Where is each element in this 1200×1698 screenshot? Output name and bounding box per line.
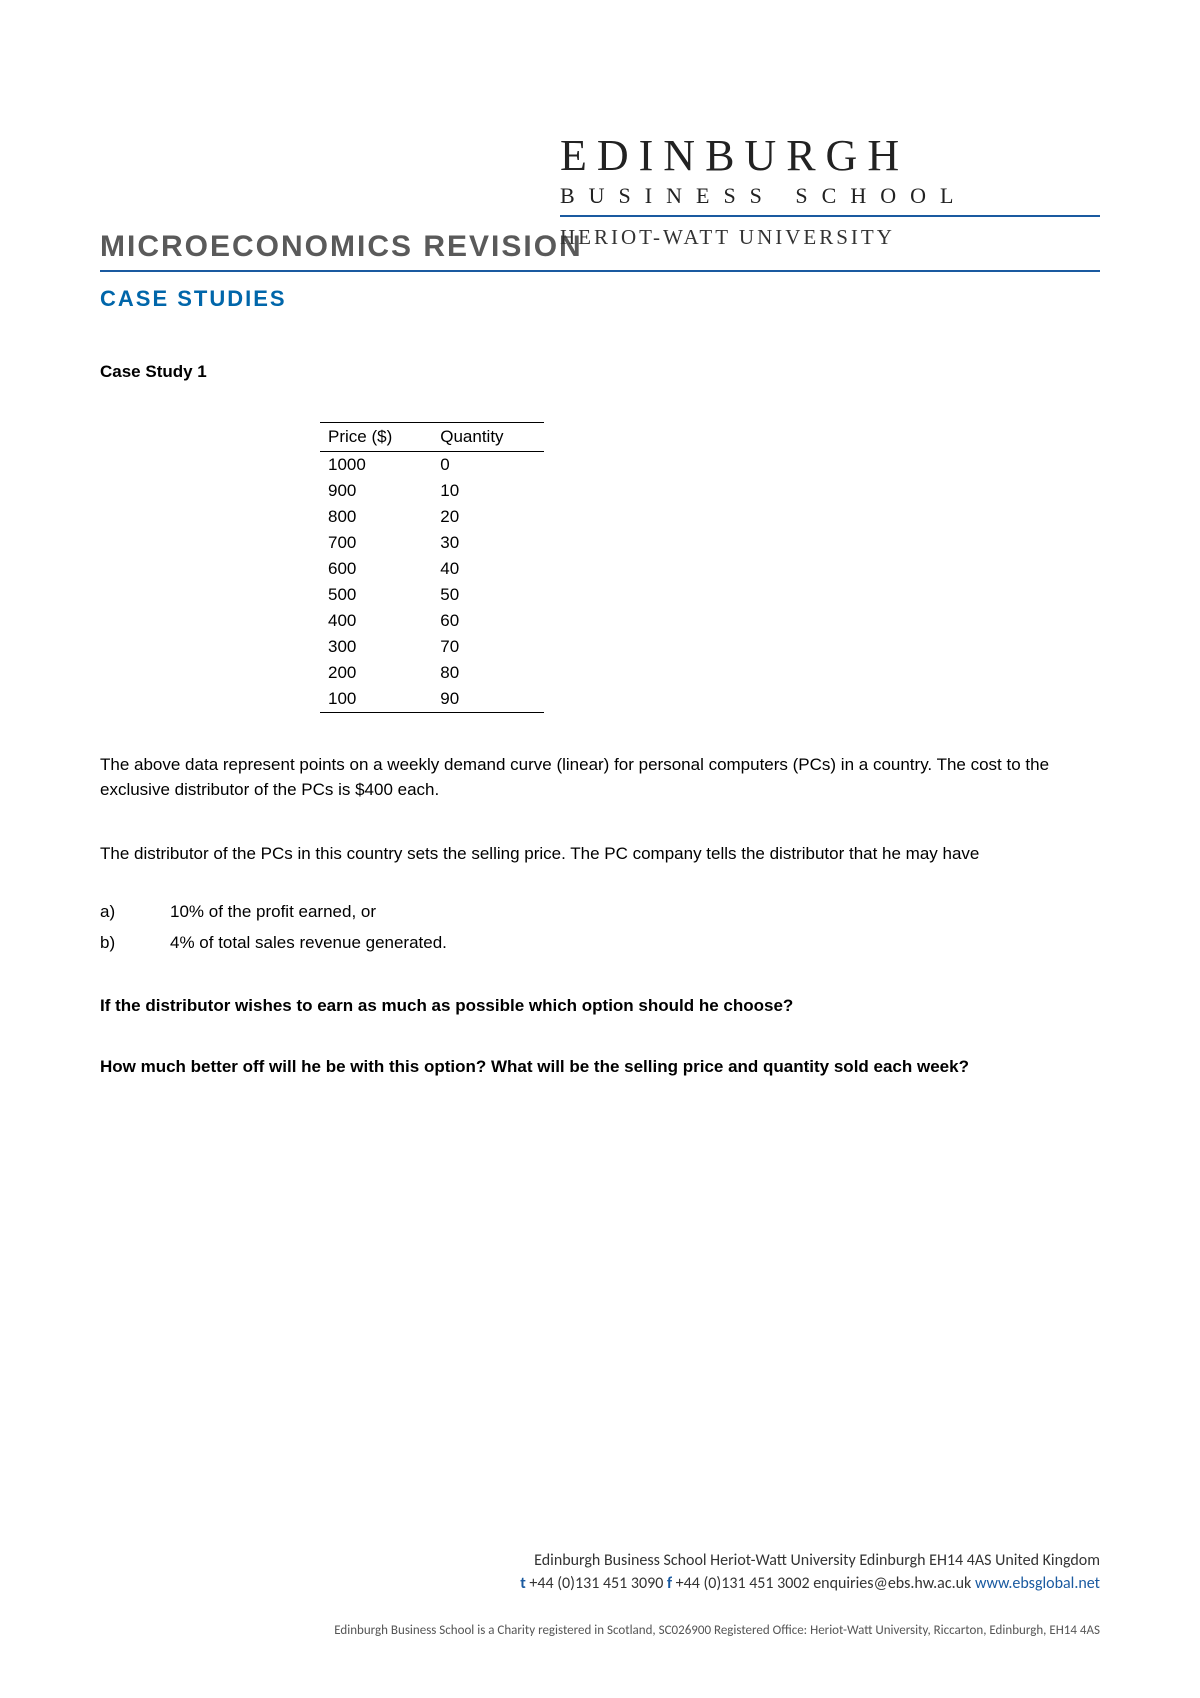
footer-web: www.ebsglobal.net	[975, 1574, 1100, 1593]
col-price: Price ($)	[320, 423, 432, 452]
table-row: 30070	[320, 634, 544, 660]
question-1: If the distributor wishes to earn as muc…	[100, 994, 1100, 1019]
table-row: 10000	[320, 452, 544, 479]
demand-table: Price ($) Quantity 10000 90010 80020 700…	[320, 422, 544, 713]
table-row: 50050	[320, 582, 544, 608]
paragraph-1: The above data represent points on a wee…	[100, 753, 1100, 802]
footer-address: Edinburgh Business School Heriot-Watt Un…	[100, 1551, 1100, 1570]
table-header-row: Price ($) Quantity	[320, 423, 544, 452]
table-row: 10090	[320, 686, 544, 713]
col-quantity: Quantity	[432, 423, 543, 452]
table-row: 90010	[320, 478, 544, 504]
option-b: b) 4% of total sales revenue generated.	[100, 928, 1100, 959]
table-row: 40060	[320, 608, 544, 634]
question-2: How much better off will he be with this…	[100, 1055, 1100, 1080]
footer-contact: t +44 (0)131 451 3090 f +44 (0)131 451 3…	[100, 1574, 1100, 1593]
logo-line-3: HERIOT-WATT UNIVERSITY	[560, 225, 1100, 250]
option-b-text: 4% of total sales revenue generated.	[170, 928, 447, 959]
table-body: 10000 90010 80020 70030 60040 50050 4006…	[320, 452, 544, 713]
footer-charity: Edinburgh Business School is a Charity r…	[100, 1623, 1100, 1638]
paragraph-2: The distributor of the PCs in this count…	[100, 842, 1100, 867]
option-a: a) 10% of the profit earned, or	[100, 897, 1100, 928]
logo-line-2: BUSINESS SCHOOL	[560, 183, 1100, 217]
table-row: 70030	[320, 530, 544, 556]
tel-number: +44 (0)131 451 3090	[526, 1574, 667, 1593]
options-list: a) 10% of the profit earned, or b) 4% of…	[100, 897, 1100, 958]
fax-number: +44 (0)131 451 3002	[672, 1574, 813, 1593]
footer-email: enquiries@ebs.hw.ac.uk	[813, 1574, 975, 1593]
case-study-heading: Case Study 1	[100, 362, 1100, 382]
table-row: 20080	[320, 660, 544, 686]
option-b-label: b)	[100, 928, 170, 959]
logo-line-1: EDINBURGH	[560, 130, 1100, 181]
page-subtitle: CASE STUDIES	[100, 286, 1100, 312]
page-footer: Edinburgh Business School Heriot-Watt Un…	[100, 1551, 1100, 1638]
table-row: 80020	[320, 504, 544, 530]
document-page: EDINBURGH BUSINESS SCHOOL HERIOT-WATT UN…	[0, 0, 1200, 1698]
option-a-text: 10% of the profit earned, or	[170, 897, 376, 928]
table-row: 60040	[320, 556, 544, 582]
demand-table-wrapper: Price ($) Quantity 10000 90010 80020 700…	[320, 422, 1100, 713]
option-a-label: a)	[100, 897, 170, 928]
institution-logo: EDINBURGH BUSINESS SCHOOL HERIOT-WATT UN…	[560, 130, 1100, 250]
